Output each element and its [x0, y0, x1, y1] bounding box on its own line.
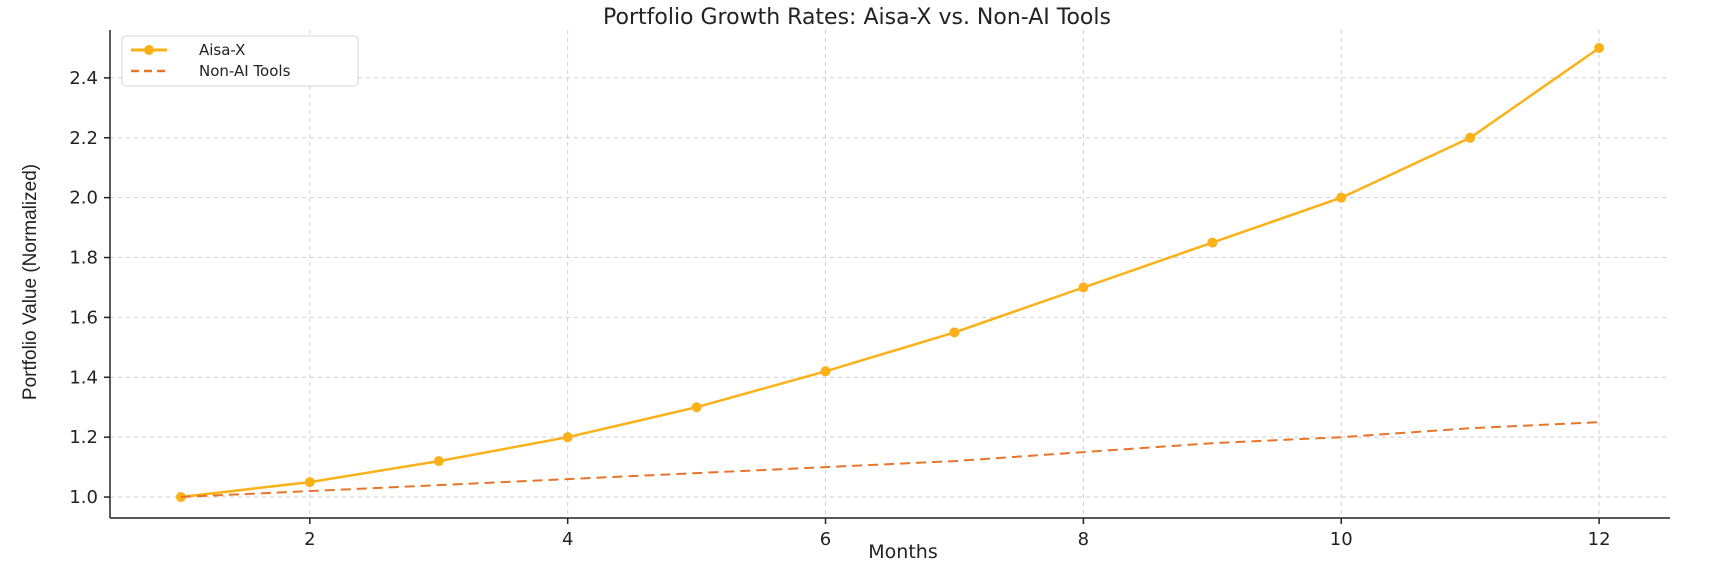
x-tick-label: 2	[304, 529, 315, 550]
series-line-aisa-x	[180, 46, 1600, 499]
y-tick-label: 1.4	[69, 367, 98, 388]
x-tick-label: 12	[1588, 529, 1611, 550]
series-layer	[175, 42, 1605, 503]
legend-label-non-ai-tools: Non-AI Tools	[199, 62, 291, 80]
data-point-aisa-x	[820, 366, 831, 377]
legend-label-aisa-x: Aisa-X	[199, 41, 245, 59]
data-point-aisa-x	[1594, 42, 1605, 53]
y-axis-label: Portfolio Value (Normalized)	[20, 164, 41, 400]
data-point-aisa-x	[304, 477, 315, 488]
x-axis-label: Months	[868, 541, 937, 563]
y-tick-label: 1.2	[69, 427, 98, 448]
legend-marker-aisa-x	[144, 45, 154, 55]
y-tick-label: 1.8	[69, 248, 98, 269]
data-point-aisa-x	[949, 327, 960, 338]
y-tick-label: 2.2	[69, 128, 98, 149]
x-tick-label: 10	[1330, 529, 1353, 550]
data-point-aisa-x	[1207, 237, 1218, 248]
tick-labels: 2 4 6 8 10 12 1.0 1.2 1.4 1.6 1.8 2.0 2.2 2.4	[69, 68, 1610, 550]
x-tick-label: 6	[820, 529, 831, 550]
axes	[104, 30, 1670, 524]
data-point-aisa-x	[1465, 132, 1476, 143]
data-point-aisa-x	[691, 402, 702, 413]
chart-title: Portfolio Growth Rates: Aisa-X vs. Non-A…	[603, 5, 1111, 30]
data-point-aisa-x	[1078, 282, 1089, 293]
data-point-aisa-x	[433, 456, 444, 467]
grid	[110, 30, 1670, 518]
y-tick-label: 1.6	[69, 307, 98, 328]
x-tick-label: 8	[1078, 529, 1089, 550]
y-tick-label: 2.4	[69, 68, 98, 89]
y-tick-label: 2.0	[69, 188, 98, 209]
y-tick-label: 1.0	[69, 487, 98, 508]
legend-box	[121, 35, 359, 87]
series-line-non-ai-tools	[180, 421, 1600, 498]
x-tick-label: 4	[562, 529, 573, 550]
data-point-aisa-x	[1336, 192, 1347, 203]
data-point-aisa-x	[562, 432, 573, 443]
legend: Aisa-X Non-AI Tools	[121, 35, 359, 87]
